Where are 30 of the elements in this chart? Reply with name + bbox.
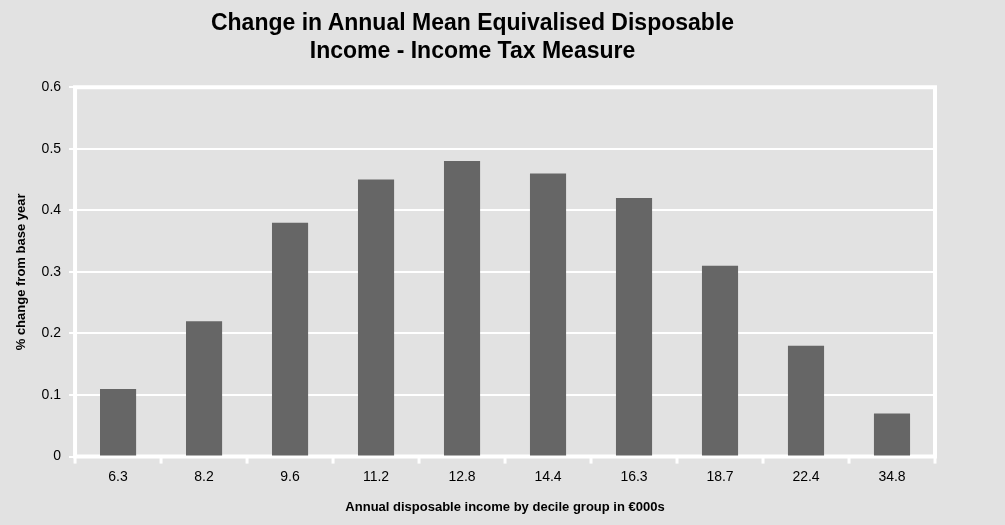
x-tick-label: 11.2 (362, 467, 390, 484)
x-tick-label: 14.4 (534, 467, 562, 484)
bar (100, 388, 137, 456)
chart-title: Change in Annual Mean Equivalised Disposable Income - Income Tax Measure (210, 9, 735, 63)
x-axis-title: Annual disposable income by decile group in €000s (345, 498, 665, 514)
y-axis-title: % change from base year (13, 193, 29, 351)
bar (443, 161, 481, 456)
y-tick-label: 0.6 (41, 78, 62, 95)
y-tick-label: 0.4 (41, 201, 62, 218)
y-tick-label: 0.5 (41, 139, 62, 156)
x-tick-label: 8.2 (194, 467, 214, 484)
x-tick-label: 12.8 (448, 467, 476, 484)
bar (271, 222, 309, 456)
bar (357, 179, 395, 456)
bar (701, 265, 739, 456)
x-tick-label: 16.3 (620, 467, 648, 484)
x-tick-label: 9.6 (280, 467, 300, 484)
y-tick-label: 0 (53, 447, 62, 464)
bar (185, 321, 223, 456)
y-tick-label: 0.1 (41, 385, 62, 402)
y-tick-label: 0.2 (41, 324, 62, 341)
x-tick-label: 18.7 (706, 467, 734, 484)
x-tick-label: 22.4 (792, 467, 820, 484)
x-tick-label: 34.8 (878, 467, 906, 484)
bar (873, 413, 911, 456)
x-tick-label: 6.3 (108, 467, 128, 484)
bar (529, 173, 567, 456)
y-tick-label: 0.3 (41, 262, 62, 279)
bar (615, 198, 653, 456)
bar (787, 345, 825, 456)
